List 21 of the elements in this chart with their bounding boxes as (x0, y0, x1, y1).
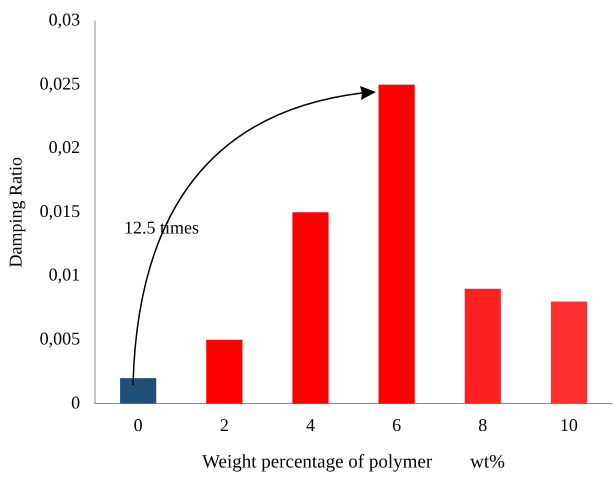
x-tick-label: 0 (134, 415, 143, 436)
y-tick-label: 0 (71, 392, 80, 412)
y-tick-label: 0,005 (40, 328, 80, 349)
y-axis-title: Damping Ratio (6, 156, 26, 268)
bar (120, 378, 156, 404)
x-tick-label: 4 (306, 415, 315, 436)
x-tick-label: 6 (392, 415, 402, 436)
x-axis-title: Weight percentage of polymer wt% (202, 452, 506, 473)
y-tick-label: 0,025 (40, 73, 80, 94)
y-tick-label: 0,01 (48, 264, 80, 285)
y-tick-label: 0,02 (48, 137, 80, 158)
y-tick-label: 0,015 (40, 200, 80, 221)
bar (378, 84, 415, 404)
bar (550, 302, 588, 404)
y-tick-label: 0,03 (48, 10, 80, 30)
bar (206, 340, 242, 404)
bar (464, 288, 501, 404)
x-tick-label: 2 (220, 415, 229, 436)
x-tick-label: 8 (478, 415, 488, 436)
x-tick-label: 10 (560, 415, 578, 436)
bar (292, 212, 329, 404)
